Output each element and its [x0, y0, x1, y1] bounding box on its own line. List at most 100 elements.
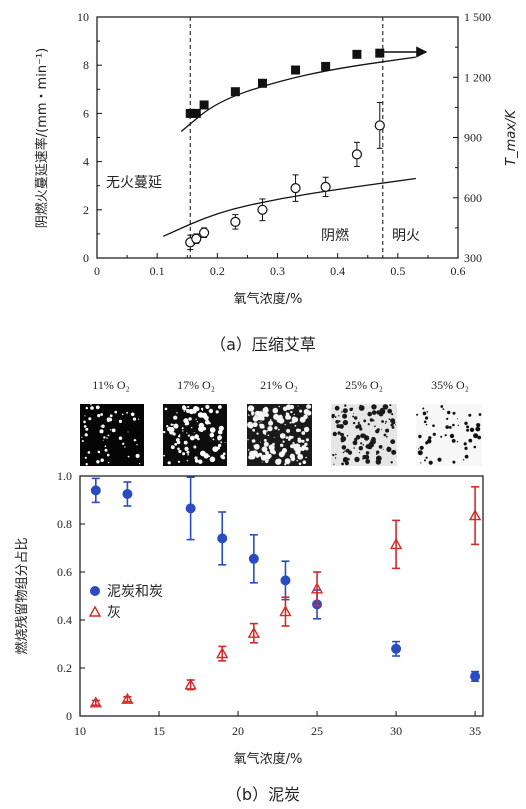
texture-speck	[371, 436, 376, 442]
y-tick-label-b: 0.6	[57, 565, 72, 579]
texture-speck	[118, 419, 122, 423]
texture-speck	[423, 420, 427, 424]
data-point-square	[291, 65, 301, 75]
data-point-ash	[89, 696, 102, 708]
data-point-peat	[217, 533, 228, 544]
texture-speck	[267, 426, 273, 432]
texture-speck	[87, 451, 91, 454]
y2-tick-label-a: 300	[464, 251, 482, 265]
texture-speck	[194, 459, 199, 463]
texture-speck	[90, 406, 94, 410]
texture-speck	[290, 410, 293, 414]
texture-speck	[185, 421, 190, 426]
data-point-square	[352, 49, 362, 59]
texture-speck	[259, 423, 262, 427]
texture-speck	[293, 413, 295, 416]
texture-speck	[274, 426, 278, 430]
texture-speck	[100, 425, 102, 427]
data-point-circle	[320, 181, 331, 193]
texture-speck	[139, 463, 141, 465]
texture-speck	[452, 423, 455, 427]
texture-speck	[432, 424, 435, 428]
texture-speck	[133, 439, 137, 442]
texture-speck	[278, 405, 280, 408]
texture-speck	[344, 450, 346, 453]
texture-speck	[305, 447, 309, 451]
texture-speck	[452, 460, 456, 464]
texture-speck	[297, 437, 301, 441]
texture-speck	[359, 404, 362, 407]
y2-tick-label-a: 1 200	[464, 70, 491, 84]
texture-speck	[342, 413, 348, 419]
texture-speck	[369, 418, 374, 422]
texture-speck	[218, 405, 222, 409]
texture-speck	[352, 440, 358, 446]
texture-speck	[212, 446, 219, 452]
texture-speck	[193, 445, 197, 449]
texture-speck	[425, 423, 428, 426]
texture-speck	[382, 448, 384, 450]
texture-speck	[251, 411, 255, 415]
data-point-ash	[247, 626, 261, 638]
texture-speck	[298, 462, 302, 466]
texture-speck	[289, 404, 295, 410]
data-point-square	[185, 108, 195, 118]
texture-speck	[284, 458, 291, 465]
texture-speck	[181, 427, 184, 430]
texture-speck	[353, 412, 355, 414]
data-point-peat	[122, 489, 133, 499]
texture-speck	[337, 431, 341, 435]
texture-speck	[217, 437, 221, 441]
texture-speck	[289, 416, 291, 418]
texture-speck	[331, 415, 335, 419]
texture-speck	[383, 433, 387, 437]
texture-speck	[182, 430, 184, 432]
texture-speck	[352, 415, 355, 418]
texture-speck	[305, 438, 309, 442]
texture-speck	[252, 428, 256, 432]
texture-speck	[468, 438, 473, 443]
y-tick-label-a: 10	[77, 10, 89, 24]
texture-speck	[389, 404, 392, 407]
texture-speck	[198, 422, 205, 429]
texture-speck	[88, 417, 92, 421]
texture-speck	[442, 408, 445, 410]
texture-speck	[303, 426, 310, 433]
texture-speck	[83, 420, 86, 424]
texture-speck	[212, 438, 215, 441]
texture-speck	[197, 412, 204, 418]
texture-speck	[285, 412, 288, 414]
texture-speck	[426, 438, 432, 444]
texture-speck	[189, 436, 194, 440]
texture-speck	[466, 428, 470, 432]
texture-speck	[100, 413, 103, 416]
texture-speck	[262, 429, 267, 434]
y2-axis-label-a: T_max/K	[504, 109, 519, 166]
plot-area-a	[96, 16, 459, 259]
texture-speck	[334, 457, 337, 459]
texture-speck	[261, 446, 268, 453]
data-point-peat	[470, 671, 481, 682]
texture-speck	[371, 404, 377, 410]
texture-speck	[209, 427, 216, 433]
texture-speck	[265, 442, 268, 445]
fit-curves-a	[162, 56, 416, 237]
texture-speck	[335, 407, 338, 410]
texture-speck	[284, 423, 286, 426]
data-point-peat	[248, 553, 259, 564]
texture-speck	[338, 420, 341, 423]
texture-speck	[184, 446, 189, 451]
texture-speck	[248, 414, 250, 416]
texture-speck	[336, 424, 341, 429]
texture-speck	[285, 414, 291, 420]
x-axis-label-b: 氧气浓度/%	[234, 751, 303, 767]
texture-speck	[345, 448, 350, 453]
texture-speck	[198, 459, 203, 464]
data-marks-b	[89, 476, 482, 708]
texture-speck	[127, 455, 130, 458]
texture-speck	[358, 446, 363, 451]
texture-speck	[106, 453, 110, 457]
texture-speck	[367, 423, 370, 426]
texture-speck	[172, 423, 174, 426]
texture-speck	[338, 415, 340, 417]
